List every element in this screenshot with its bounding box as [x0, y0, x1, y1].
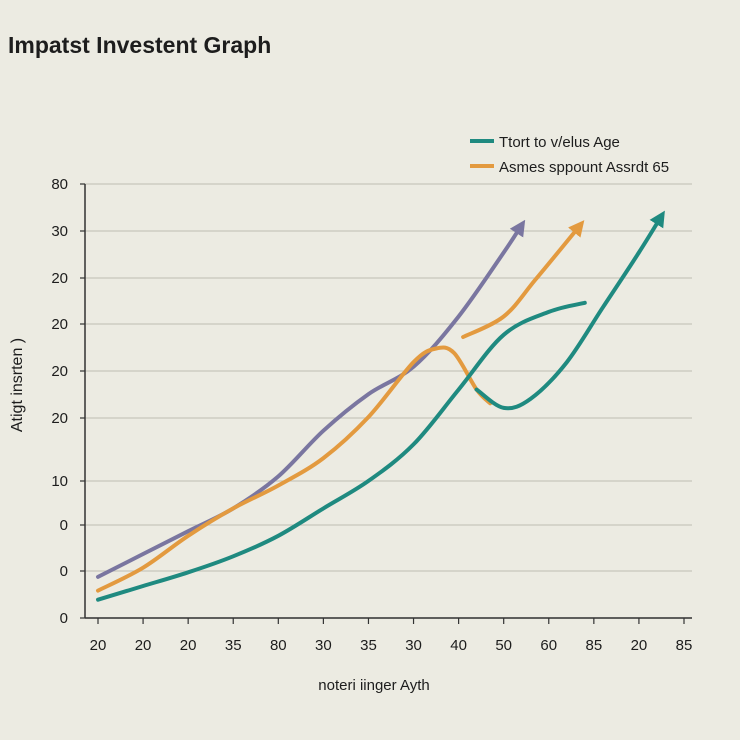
- series: [96, 210, 665, 602]
- y-tick-label: 80: [51, 176, 68, 193]
- x-tick-label: 30: [405, 637, 422, 654]
- series-line-teal-upper: [96, 300, 587, 602]
- x-tick-label: 35: [225, 637, 242, 654]
- y-tick-label: 0: [60, 610, 68, 627]
- y-tick-label: 0: [60, 563, 68, 580]
- x-tick-label: 80: [270, 637, 287, 654]
- x-tick-label: 20: [90, 637, 107, 654]
- series-line-teal-lower: [474, 210, 665, 411]
- y-tick-label: 20: [51, 270, 68, 287]
- x-tick-label: 20: [180, 637, 197, 654]
- y-tick-label: 20: [51, 363, 68, 380]
- x-tick-label: 20: [135, 637, 152, 654]
- x-tick-label: 85: [676, 637, 693, 654]
- legend-label-orange: Asmes sppount Assrdt 65: [499, 159, 669, 176]
- x-axis-label: noteri iinger Ayth: [318, 677, 429, 694]
- axes: 0 0 0 10 20 20 20 20 30 80 20 20 20 35 80 30 35 30 40 50 60 8…: [51, 176, 692, 654]
- x-tick-label: 40: [450, 637, 467, 654]
- y-axis-label: Atigt insrten ): [9, 338, 26, 432]
- x-tick-label: 85: [586, 637, 603, 654]
- y-tick-label: 20: [51, 316, 68, 333]
- x-tick-label: 20: [631, 637, 648, 654]
- y-tick-label: 10: [51, 473, 68, 490]
- legend: Ttort to v/elus Age Asmes sppount Assrdt…: [470, 134, 669, 176]
- series-line-orange-segment: [461, 220, 585, 339]
- x-tick-label: 30: [315, 637, 332, 654]
- x-tick-label: 35: [360, 637, 377, 654]
- series-line-purple: [96, 219, 526, 579]
- y-tick-label: 0: [60, 517, 68, 534]
- y-tick-label: 20: [51, 410, 68, 427]
- series-line-orange: [96, 345, 493, 593]
- x-tick-label: 60: [540, 637, 557, 654]
- x-tick-label: 50: [495, 637, 512, 654]
- legend-label-teal: Ttort to v/elus Age: [499, 134, 620, 151]
- chart-title: Impatst Investent Graph: [8, 32, 271, 58]
- grid: [85, 183, 692, 619]
- y-tick-label: 30: [51, 223, 68, 240]
